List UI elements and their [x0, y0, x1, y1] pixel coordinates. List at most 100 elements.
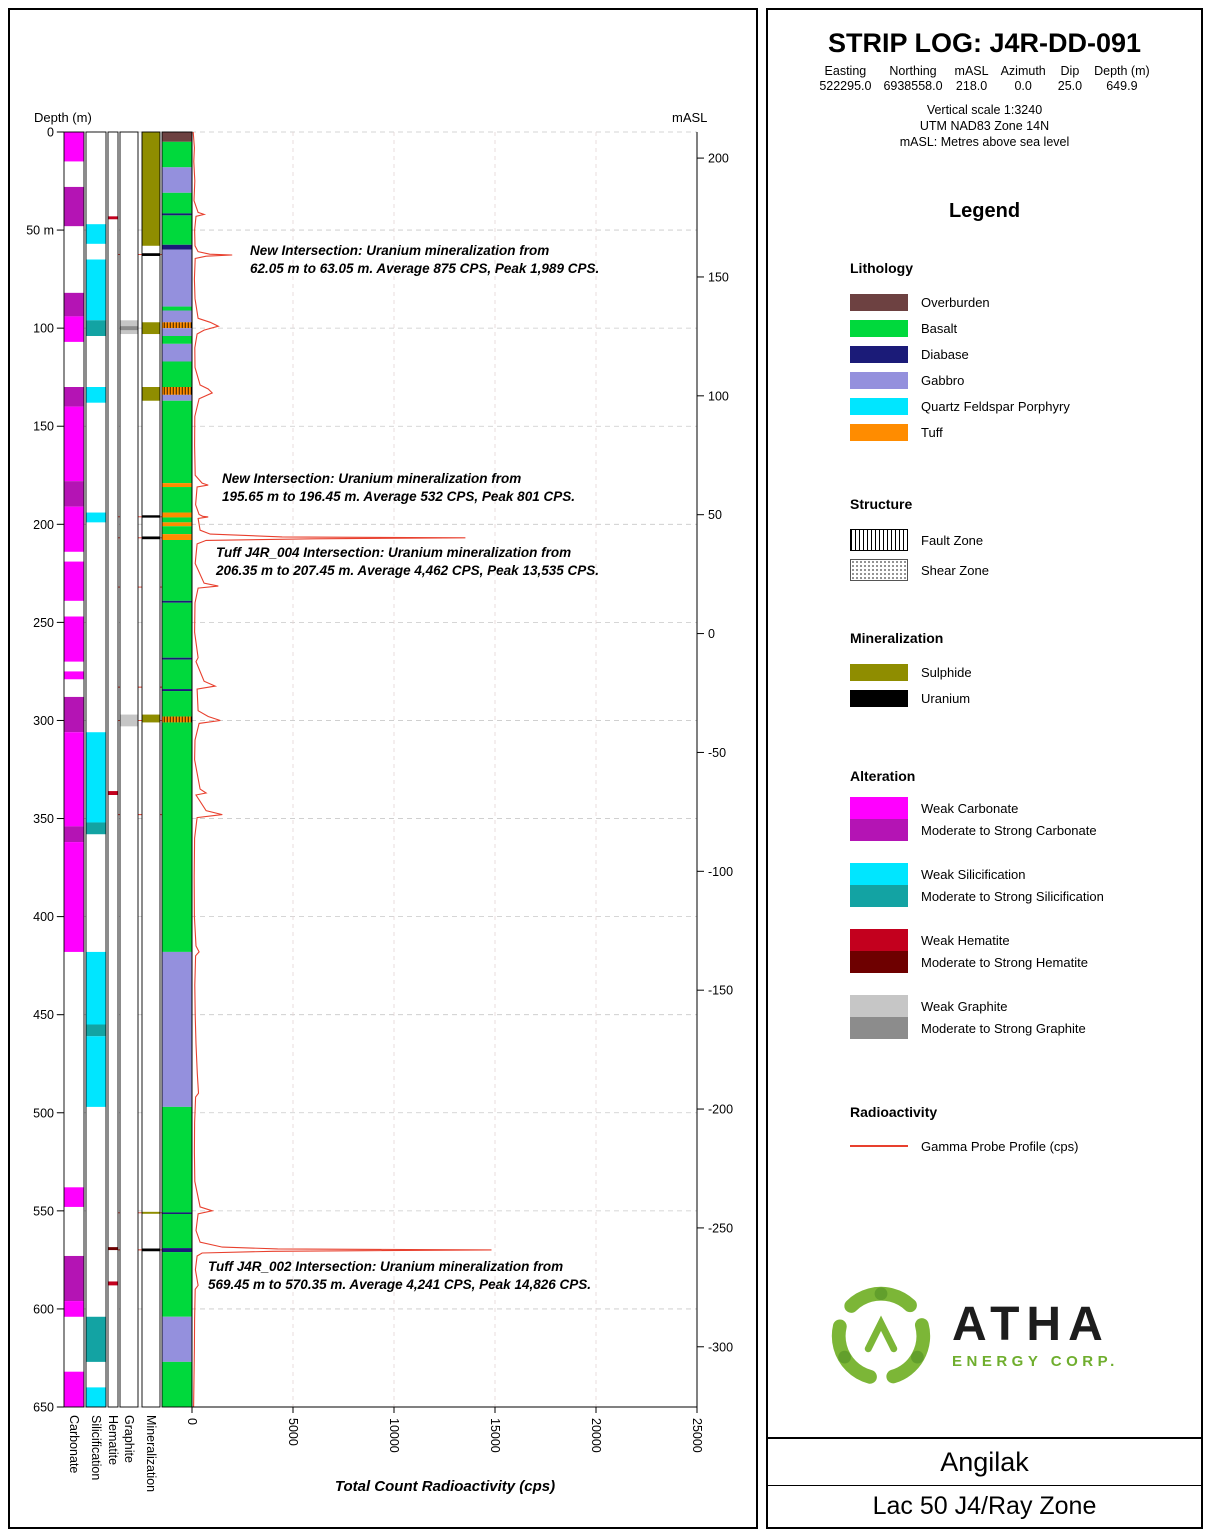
annotation-line: New Intersection: Uranium mineralization… [250, 243, 550, 258]
svg-text:-100: -100 [708, 865, 733, 879]
annotation-line: Tuff J4R_002 Intersection: Uranium miner… [208, 1259, 564, 1274]
fault-zone-swatch [850, 529, 908, 551]
strip-log-panel: 0 50 m 100 150 200 250 300 350 400 450 500 550 600 65… [8, 8, 758, 1529]
svg-text:Graphite: Graphite [122, 1415, 136, 1463]
annotation-line: 62.05 m to 63.05 m. Average 875 CPS, Pea… [250, 261, 600, 276]
legend-section-lithology: Lithology Overburden Basalt Diabase Gabb… [850, 260, 1193, 445]
svg-text:-250: -250 [708, 1221, 733, 1235]
alteration-group-carbonate: Weak Carbonate Moderate to Strong Carbon… [850, 797, 1193, 841]
legend-item: Shear Zone [850, 555, 1193, 585]
info-cell: Azimuth 0.0 [1000, 64, 1046, 93]
atha-logo-mark [831, 1286, 931, 1386]
weak-silicification-swatch [850, 863, 908, 885]
scale-note: Vertical scale 1:3240 [926, 103, 1043, 117]
legend-section-mineralization: Mineralization Sulphide Uranium [850, 630, 1193, 711]
svg-text:250: 250 [33, 616, 54, 630]
svg-text:100: 100 [708, 389, 729, 403]
legend-item: Moderate to Strong Graphite [850, 1017, 1193, 1039]
brand-tagline: ENERGY CORP. [952, 1353, 1119, 1370]
svg-text:Hematite: Hematite [106, 1415, 120, 1465]
legend-section-title: Mineralization [850, 630, 944, 646]
svg-text:20000: 20000 [589, 1418, 603, 1453]
annotation-line: Tuff J4R_004 Intersection: Uranium miner… [216, 545, 572, 560]
info-cell: Northing 6938558.0 [883, 64, 943, 93]
svg-text:-50: -50 [708, 746, 726, 760]
scale-notes: Vertical scale 1:3240 UTM NAD83 Zone 14N… [768, 102, 1201, 150]
legend-item: Basalt [850, 315, 1193, 341]
hematite-track [107, 131, 119, 1408]
title-block: Angilak Lac 50 J4/Ray Zone [768, 1437, 1201, 1527]
svg-text:mASL: mASL [672, 110, 707, 125]
uranium-swatch [850, 689, 908, 707]
legend-section-structure: Structure Fault Zone Shear Zone [850, 496, 1193, 585]
legend-item: Weak Silicification [850, 863, 1193, 885]
strip-log-svg: 050 m10015020025030035040045050055060065… [26, 110, 733, 1492]
strong-graphite-swatch [850, 1017, 908, 1039]
annotation-intersection-4: Tuff J4R_002 Intersection: Uranium miner… [208, 1258, 591, 1294]
hole-info-table: Easting 522295.0 Northing 6938558.0 mASL 21… [768, 64, 1201, 94]
logo-text: ATHA ENERGY CORP. [952, 1298, 1119, 1371]
tuff-swatch [850, 423, 908, 441]
svg-text:-200: -200 [708, 1103, 733, 1117]
legend-section-radioactivity: Radioactivity Gamma Probe Profile (cps) [850, 1104, 1193, 1159]
weak-carbonate-swatch [850, 797, 908, 819]
info-cell: mASL 218.0 [954, 64, 989, 93]
legend-item: Fault Zone [850, 525, 1193, 555]
svg-text:500: 500 [33, 1106, 54, 1120]
project-zone: Lac 50 J4/Ray Zone [768, 1485, 1201, 1527]
legend-item: Weak Carbonate [850, 797, 1193, 819]
svg-text:0: 0 [708, 627, 715, 641]
legend-item: Gamma Probe Profile (cps) [850, 1133, 1193, 1159]
svg-text:0: 0 [185, 1418, 199, 1425]
svg-text:400: 400 [33, 910, 54, 924]
legend-section-title: Radioactivity [850, 1104, 938, 1120]
shear-zone-swatch [850, 559, 908, 581]
diabase-swatch [850, 345, 908, 363]
svg-text:Silicification: Silicification [89, 1415, 103, 1480]
svg-text:650: 650 [33, 1401, 54, 1415]
qfp-swatch [850, 397, 908, 415]
mineralization-track [141, 131, 161, 1408]
legend-item: Diabase [850, 341, 1193, 367]
annotation-intersection-3: Tuff J4R_004 Intersection: Uranium miner… [216, 544, 599, 580]
svg-text:10000: 10000 [387, 1418, 401, 1453]
svg-text:15000: 15000 [488, 1418, 502, 1453]
info-cell: Depth (m) 649.9 [1094, 64, 1150, 93]
carbonate-track [63, 131, 85, 1408]
page-title: STRIP LOG: J4R-DD-091 [827, 28, 1142, 58]
svg-text:150: 150 [708, 270, 729, 284]
axis-labels: 050 m10015020025030035040045050055060065… [26, 110, 733, 1492]
legend-item: Quartz Feldspar Porphyry [850, 393, 1193, 419]
legend-item: Uranium [850, 685, 1193, 711]
annotation-intersection-1: New Intersection: Uranium mineralization… [250, 242, 599, 278]
svg-text:550: 550 [33, 1204, 54, 1218]
svg-text:200: 200 [708, 152, 729, 166]
svg-text:50 m: 50 m [26, 224, 54, 238]
legend-item: Overburden [850, 289, 1193, 315]
svg-text:450: 450 [33, 1008, 54, 1022]
annotation-line: 206.35 m to 207.45 m. Average 4,462 CPS,… [216, 563, 599, 578]
legend-item: Gabbro [850, 367, 1193, 393]
svg-text:Mineralization: Mineralization [144, 1415, 158, 1492]
weak-hematite-swatch [850, 929, 908, 951]
silicification-track [85, 131, 107, 1408]
annotation-line: 195.65 m to 196.45 m. Average 532 CPS, P… [222, 489, 575, 504]
strong-silicification-swatch [850, 885, 908, 907]
brand-name: ATHA [952, 1298, 1110, 1351]
scale-note: UTM NAD83 Zone 14N [919, 119, 1050, 133]
legend-panel: STRIP LOG: J4R-DD-091 Easting 522295.0 No… [766, 8, 1203, 1529]
svg-text:300: 300 [33, 714, 54, 728]
legend-section-title: Structure [850, 496, 913, 512]
alteration-group-graphite: Weak Graphite Moderate to Strong Graphit… [850, 995, 1193, 1039]
info-cell: Easting 522295.0 [819, 64, 872, 93]
axes [191, 132, 698, 1408]
svg-text:25000: 25000 [690, 1418, 704, 1453]
legend-item: Weak Hematite [850, 929, 1193, 951]
alteration-group-silicification: Weak Silicification Moderate to Strong S… [850, 863, 1193, 907]
svg-text:5000: 5000 [286, 1418, 300, 1446]
legend-item: Sulphide [850, 659, 1193, 685]
gamma-probe-profile [192, 131, 492, 1408]
legend-section-alteration: Alteration Weak Carbonate Moderate to St… [850, 768, 1193, 1061]
svg-text:0: 0 [47, 126, 54, 140]
